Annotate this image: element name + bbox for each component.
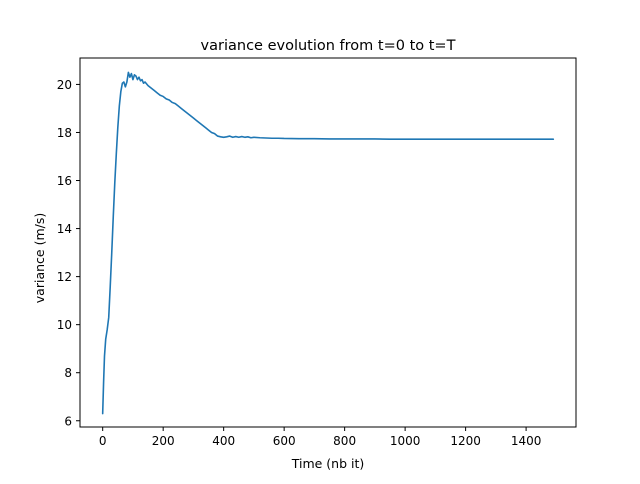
x-tick-label: 400: [212, 434, 235, 448]
y-tick-label: 14: [57, 222, 72, 236]
chart-title: variance evolution from t=0 to t=T: [201, 38, 456, 54]
y-tick-label: 10: [57, 318, 72, 332]
plot-frame: [79, 57, 577, 428]
series-line: [101, 71, 555, 415]
y-tick-label: 12: [57, 270, 72, 284]
x-tick-label: 1400: [511, 434, 542, 448]
y-axis-label: variance (m/s): [32, 213, 47, 303]
x-tick-label: 0: [99, 434, 107, 448]
x-tick-label: 600: [273, 434, 296, 448]
x-tick-label: 1200: [450, 434, 481, 448]
x-tick-label: 1000: [390, 434, 421, 448]
x-tick-label: 800: [333, 434, 356, 448]
x-axis-ticks: 0 200 400 600 800 1000 1200 1400: [99, 427, 542, 448]
y-tick-label: 20: [57, 78, 72, 92]
y-tick-label: 8: [64, 366, 72, 380]
y-tick-label: 16: [57, 174, 72, 188]
y-tick-label: 18: [57, 126, 72, 140]
x-axis-label: Time (nb it): [291, 456, 365, 471]
y-tick-label: 6: [64, 414, 72, 428]
y-axis-ticks: 6 8 10 12 14 16 18 20: [57, 78, 80, 428]
plot-area: [101, 71, 555, 415]
x-tick-label: 200: [152, 434, 175, 448]
